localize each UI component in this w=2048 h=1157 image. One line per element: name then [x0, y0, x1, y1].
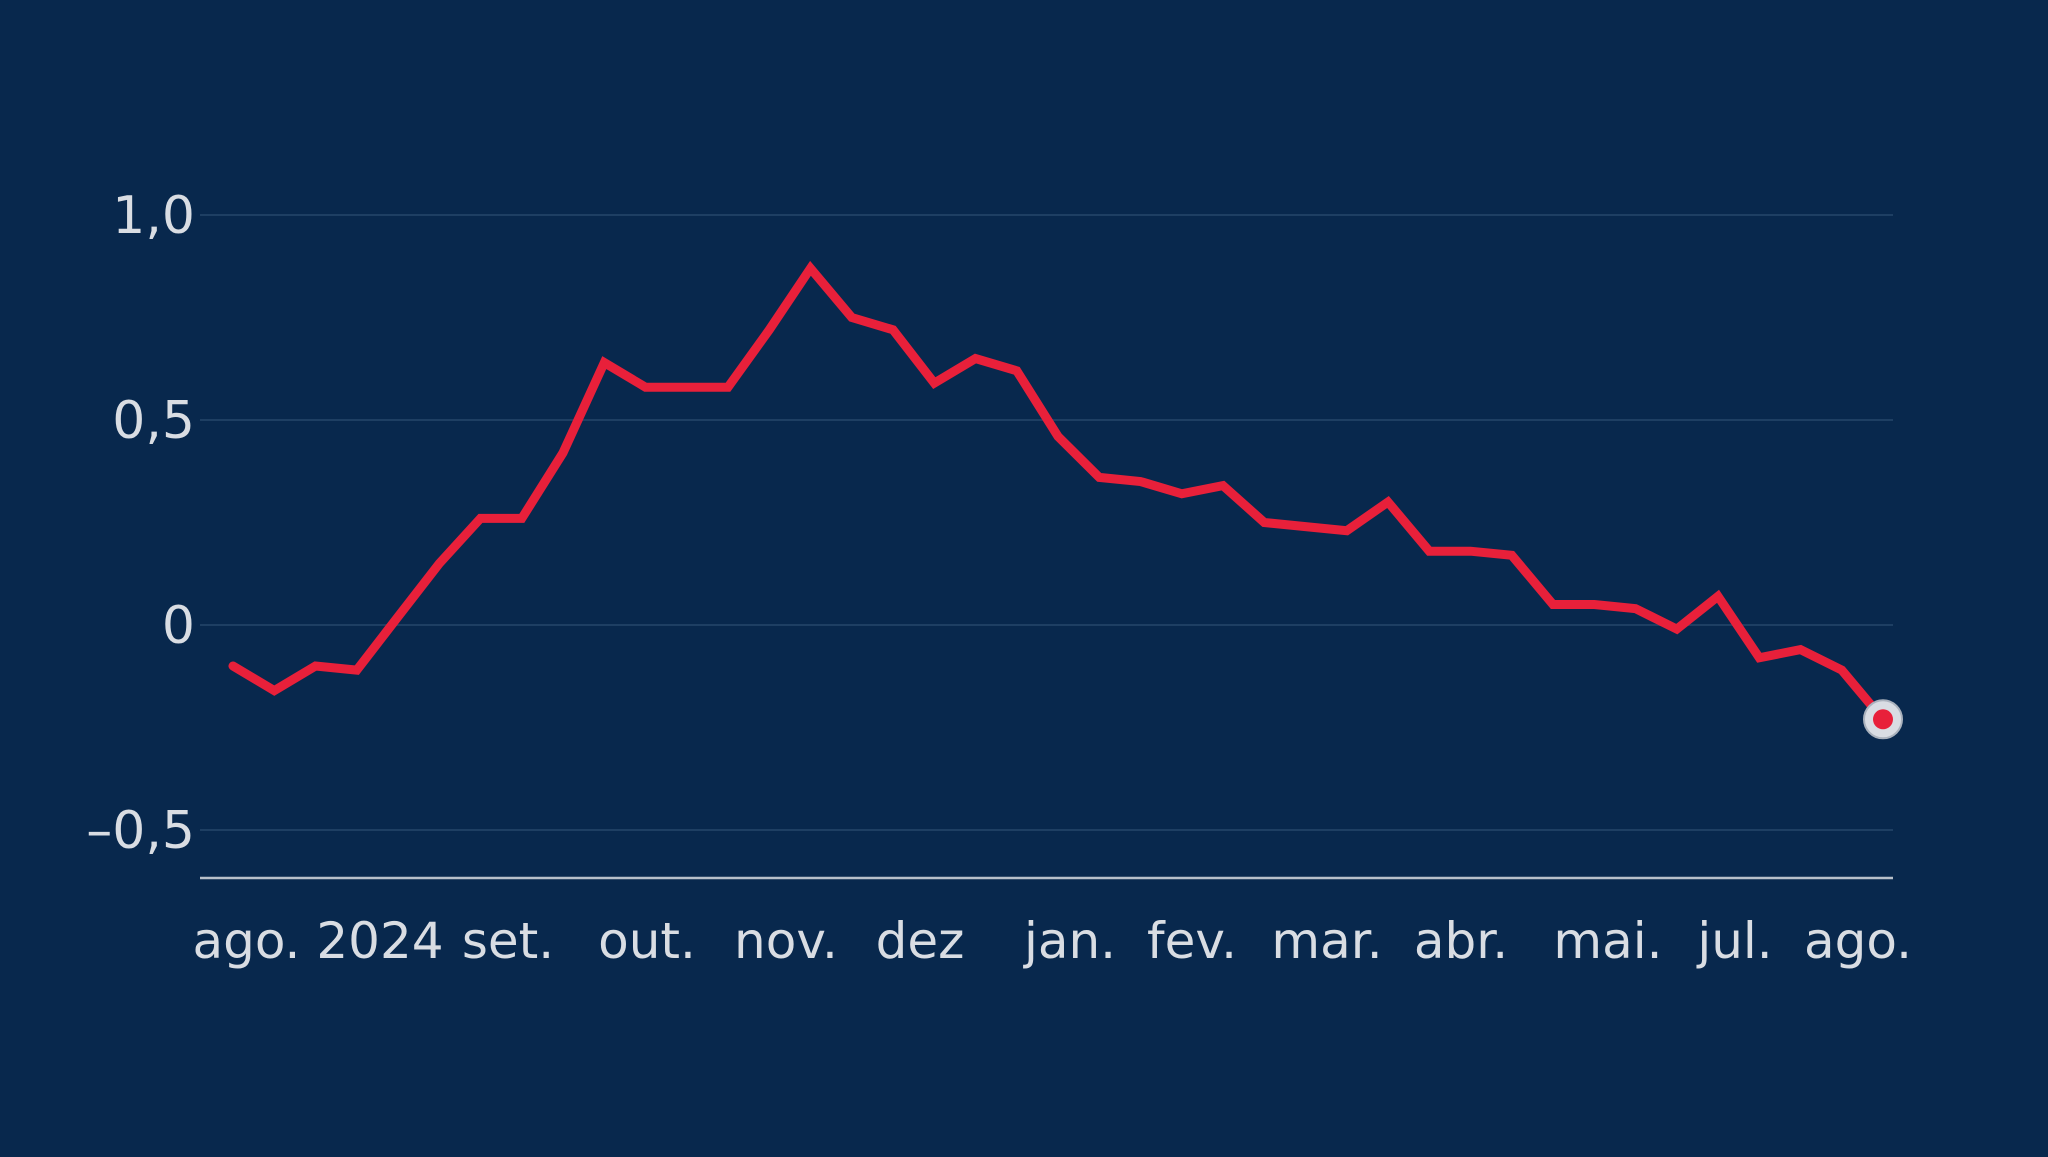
gridlines	[200, 214, 1893, 831]
y-tick-label: –0,5	[86, 801, 195, 861]
x-tick-label: mai.	[1553, 912, 1662, 970]
x-tick-label: out.	[598, 912, 696, 970]
x-tick-label: abr.	[1414, 912, 1508, 970]
end-marker-dot	[1873, 709, 1893, 730]
y-axis-ticks: 1,0 0,5 0 –0,5	[86, 186, 195, 861]
x-tick-label: jan.	[1023, 912, 1116, 970]
x-tick-label: dez	[876, 912, 965, 970]
series-layer	[228, 260, 1903, 740]
x-tick-label: nov.	[734, 912, 838, 970]
x-tick-label: ago. 2024	[192, 912, 443, 970]
x-tick-label: mar.	[1271, 912, 1382, 970]
x-tick-label: fev.	[1147, 912, 1237, 970]
x-axis-ticks: ago. 2024 set. out. nov. dez jan. fev. mar. abr.…	[192, 912, 1912, 970]
x-tick-label: ago.	[1804, 912, 1912, 970]
x-tick-label: jul.	[1696, 912, 1772, 970]
y-tick-label: 1,0	[112, 186, 195, 246]
y-tick-label: 0,5	[112, 391, 195, 451]
x-tick-label: set.	[462, 912, 554, 970]
series-line	[228, 260, 1888, 724]
y-tick-label: 0	[162, 596, 195, 656]
